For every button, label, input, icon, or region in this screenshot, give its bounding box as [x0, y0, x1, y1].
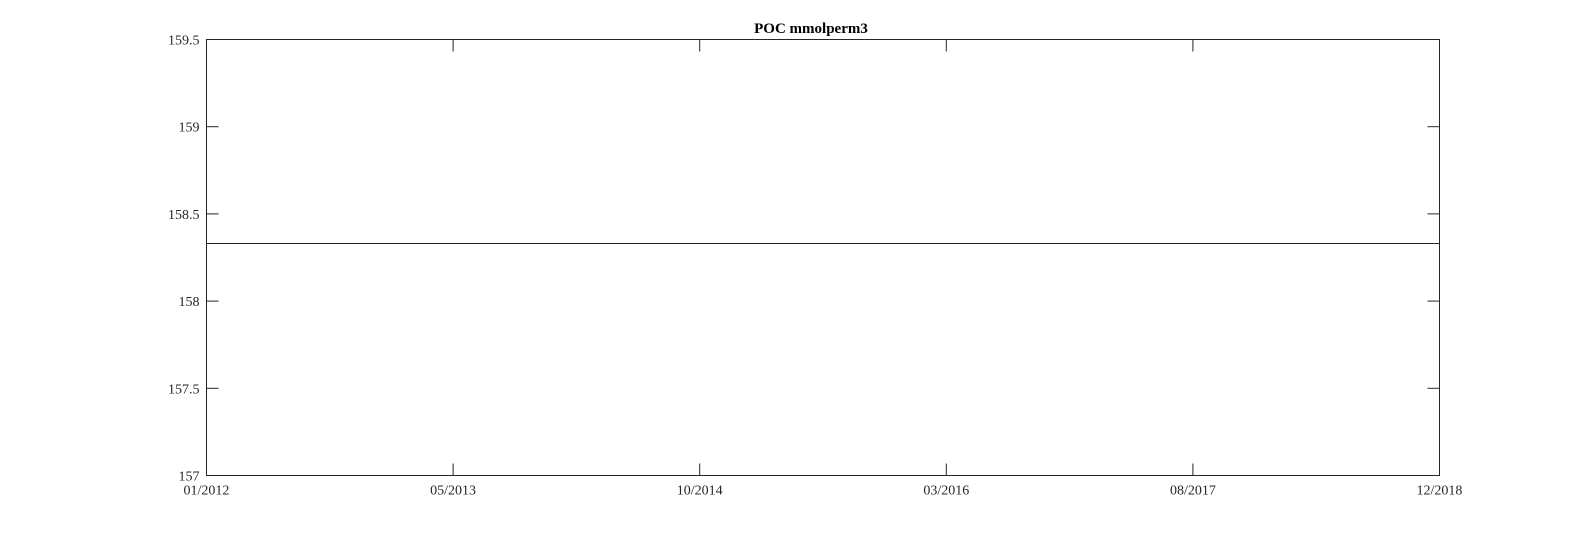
x-tick-label: 10/2014: [677, 484, 723, 499]
y-tick-label: 157.5: [168, 382, 200, 397]
x-tick-label: 03/2016: [923, 484, 969, 499]
y-tick-label: 159.5: [168, 34, 200, 49]
y-tick-label: 159: [179, 121, 200, 136]
x-tick-label: 01/2012: [184, 484, 230, 499]
x-axis: 01/2012 05/2013 10/2014 03/2016 08/2017 12/20…: [184, 39, 1463, 499]
x-tick-label: 08/2017: [1170, 484, 1216, 499]
x-tick-label: 05/2013: [430, 484, 476, 499]
y-axis: 157 157.5 158 158.5 159 159.5: [168, 34, 1440, 485]
y-tick-label: 158: [179, 295, 200, 310]
plot-area-frame: [206, 39, 1440, 476]
y-tick-label: 157: [179, 470, 200, 485]
chart-title: POC mmolperm3: [754, 21, 868, 37]
y-tick-label: 158.5: [168, 208, 200, 223]
x-tick-label: 12/2018: [1417, 484, 1463, 499]
